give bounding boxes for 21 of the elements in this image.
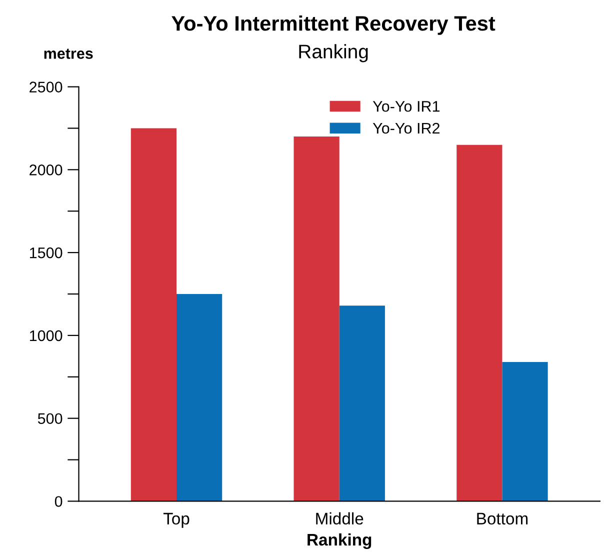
chart-subtitle: Ranking [299,44,368,62]
y-tick-label: 500 [38,413,62,424]
chart-title: Yo-Yo Intermittent Recovery Test [172,15,496,35]
y-tick-label: 1500 [30,247,62,258]
y-axis-title: metres [44,48,93,59]
bar [339,306,385,502]
bar [130,128,176,502]
y-tick-label: 2000 [30,164,62,176]
legend-label: Yo-Yo IR1 [372,101,440,112]
bar [176,294,222,502]
y-tick-label: 0 [54,496,62,507]
x-axis-title: Ranking [308,533,372,550]
bar [456,144,502,502]
y-tick-label: 2500 [30,82,62,92]
legend-label: Yo-Yo IR2 [372,122,440,134]
x-tick-label: Top [163,512,190,528]
bar [502,362,548,502]
y-tick-label: 1000 [30,330,62,342]
x-tick-label: Middle [316,512,364,525]
x-tick-label: Bottom [477,512,528,525]
bar [294,136,340,502]
